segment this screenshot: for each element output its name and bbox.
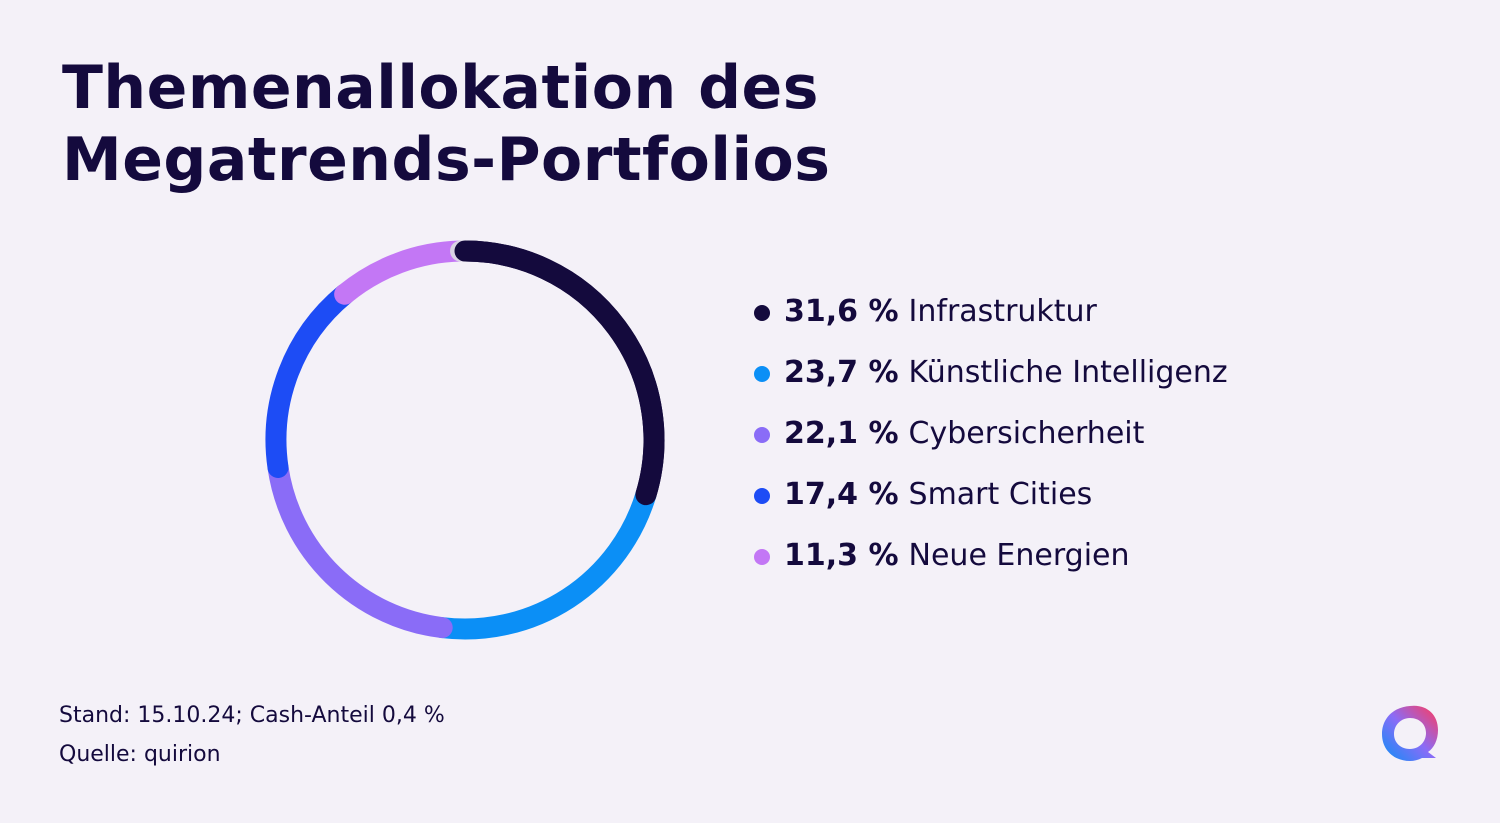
legend-item: 11,3 % Neue Energien [754, 534, 1228, 595]
legend-dot [754, 488, 770, 504]
legend-item: 31,6 % Infrastruktur [754, 290, 1228, 351]
legend-label: Künstliche Intelligenz [908, 355, 1228, 390]
quirion-logo-icon [1376, 700, 1444, 764]
donut-chart-svg [265, 240, 665, 640]
legend-text: 17,4 % Smart Cities [784, 473, 1092, 517]
donut-slice-5 [334, 240, 472, 305]
legend-text: 11,3 % Neue Energien [784, 534, 1130, 578]
donut-slice-1-cap [454, 240, 665, 506]
legend-value: 31,6 % [784, 294, 899, 329]
legend-text: 23,7 % Künstliche Intelligenz [784, 351, 1228, 395]
footnote-date: Stand: 15.10.24; Cash-Anteil 0,4 % [59, 703, 445, 728]
footnote: Stand: 15.10.24; Cash-Anteil 0,4 % Quell… [59, 696, 445, 774]
legend-item: 23,7 % Künstliche Intelligenz [754, 351, 1228, 412]
legend-dot [754, 427, 770, 443]
donut-slice-3 [267, 456, 453, 639]
legend-dot [754, 305, 770, 321]
legend-text: 22,1 % Cybersicherheit [784, 412, 1144, 456]
legend-label: Cybersicherheit [908, 416, 1145, 451]
legend-item: 17,4 % Smart Cities [754, 473, 1228, 534]
footnote-source: Quelle: quirion [59, 742, 221, 767]
legend-value: 23,7 % [784, 355, 899, 390]
donut-slice-4 [265, 283, 356, 478]
legend-label: Neue Energien [908, 538, 1130, 573]
legend-dot [754, 549, 770, 565]
chart-legend: 31,6 % Infrastruktur 23,7 % Künstliche Inte… [754, 290, 1228, 595]
page-title: Themenallokation des Megatrends-Portfoli… [62, 53, 831, 195]
legend-label: Infrastruktur [908, 294, 1097, 329]
donut-slice-2 [431, 484, 657, 640]
legend-label: Smart Cities [908, 477, 1093, 512]
legend-text: 31,6 % Infrastruktur [784, 290, 1097, 334]
donut-chart [255, 230, 675, 650]
legend-value: 11,3 % [784, 538, 899, 573]
legend-value: 22,1 % [784, 416, 899, 451]
legend-item: 22,1 % Cybersicherheit [754, 412, 1228, 473]
legend-value: 17,4 % [784, 477, 899, 512]
legend-dot [754, 366, 770, 382]
